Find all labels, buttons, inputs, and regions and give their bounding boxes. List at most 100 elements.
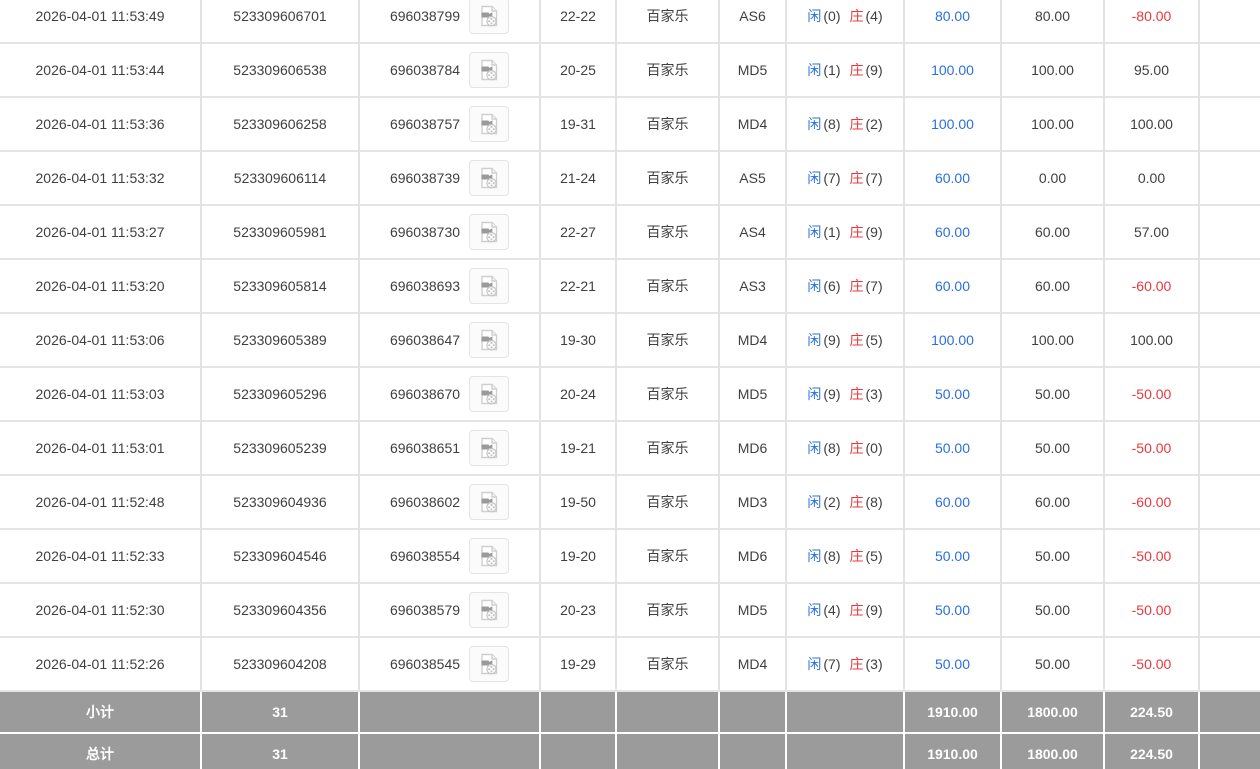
bet-time-cell: 2026-04-01 11:53:03 xyxy=(0,368,202,420)
valid-amount-cell: 0.00 xyxy=(1002,152,1105,204)
video-replay-button[interactable] xyxy=(469,160,510,196)
summary-empty-cell xyxy=(360,692,541,732)
win-loss-cell: 100.00 xyxy=(1105,98,1200,150)
table-row: 2026-04-01 11:52:26 523309604208 6960385… xyxy=(0,638,1260,692)
empty-cell xyxy=(1200,0,1260,42)
bet-time-cell: 2026-04-01 11:53:01 xyxy=(0,422,202,474)
table-row: 2026-04-01 11:53:32 523309606114 6960387… xyxy=(0,152,1260,206)
round-number: 696038579 xyxy=(389,602,461,618)
round-number-cell: 696038579 xyxy=(360,584,541,636)
player-points: (9) xyxy=(823,332,841,348)
game-type-cell: 百家乐 xyxy=(617,206,720,258)
banker-label: 庄 xyxy=(849,332,864,348)
bet-amount-link[interactable]: 100.00 xyxy=(905,98,1002,150)
table-row: 2026-04-01 11:53:36 523309606258 6960387… xyxy=(0,98,1260,152)
banker-label: 庄 xyxy=(849,656,864,672)
video-file-icon xyxy=(476,489,502,515)
bet-amount-link[interactable]: 60.00 xyxy=(905,260,1002,312)
banker-label: 庄 xyxy=(849,548,864,564)
video-replay-button[interactable] xyxy=(469,592,510,628)
summary-empty-cell xyxy=(360,734,541,769)
summary-label-cell: 小计 xyxy=(0,692,202,732)
round-number: 696038545 xyxy=(389,656,461,672)
video-replay-button[interactable] xyxy=(469,268,510,304)
round-number-cell: 696038545 xyxy=(360,638,541,690)
video-replay-button[interactable] xyxy=(469,214,510,250)
round-number: 696038647 xyxy=(389,332,461,348)
empty-cell xyxy=(1200,638,1260,690)
video-replay-button[interactable] xyxy=(469,0,510,34)
game-result-cell: 闲 (1) 庄 (9) xyxy=(787,44,905,96)
summary-row: 小计 31 1910.00 1800.00 224.50 xyxy=(0,692,1260,734)
game-type-cell: 百家乐 xyxy=(617,98,720,150)
video-file-icon xyxy=(476,57,502,83)
round-number: 696038651 xyxy=(389,440,461,456)
summary-bet-total-cell: 1910.00 xyxy=(905,734,1002,769)
table-row: 2026-04-01 11:53:49 523309606701 6960387… xyxy=(0,0,1260,44)
empty-cell xyxy=(1200,368,1260,420)
player-points: (8) xyxy=(823,116,841,132)
summary-empty-cell xyxy=(787,692,905,732)
player-points: (7) xyxy=(823,656,841,672)
player-points: (8) xyxy=(823,548,841,564)
bet-number-cell: 523309606114 xyxy=(202,152,360,204)
summary-count-cell: 31 xyxy=(202,692,360,732)
bet-amount-link[interactable]: 80.00 xyxy=(905,0,1002,42)
summary-empty-cell xyxy=(720,734,787,769)
bet-amount-link[interactable]: 50.00 xyxy=(905,638,1002,690)
game-type-cell: 百家乐 xyxy=(617,0,720,42)
video-replay-button[interactable] xyxy=(469,430,510,466)
bet-number-cell: 523309604936 xyxy=(202,476,360,528)
game-type-cell: 百家乐 xyxy=(617,638,720,690)
bet-amount-link[interactable]: 100.00 xyxy=(905,44,1002,96)
player-points: (1) xyxy=(823,224,841,240)
score-cell: 19-20 xyxy=(541,530,617,582)
video-replay-button[interactable] xyxy=(469,376,510,412)
video-replay-button[interactable] xyxy=(469,538,510,574)
round-number: 696038739 xyxy=(389,170,461,186)
bet-number-cell: 523309606538 xyxy=(202,44,360,96)
bet-number-cell: 523309605296 xyxy=(202,368,360,420)
bet-amount-link[interactable]: 50.00 xyxy=(905,530,1002,582)
bet-amount-link[interactable]: 50.00 xyxy=(905,422,1002,474)
player-label: 闲 xyxy=(807,602,822,618)
video-replay-button[interactable] xyxy=(469,484,510,520)
score-cell: 22-21 xyxy=(541,260,617,312)
banker-label: 庄 xyxy=(849,8,864,24)
round-number: 696038757 xyxy=(389,116,461,132)
valid-amount-cell: 100.00 xyxy=(1002,44,1105,96)
banker-points: (3) xyxy=(865,386,883,402)
bet-amount-link[interactable]: 50.00 xyxy=(905,368,1002,420)
score-cell: 22-22 xyxy=(541,0,617,42)
table-body: 2026-04-01 11:53:49 523309606701 6960387… xyxy=(0,0,1260,692)
bet-time-cell: 2026-04-01 11:52:26 xyxy=(0,638,202,690)
bet-amount-link[interactable]: 60.00 xyxy=(905,476,1002,528)
score-cell: 19-31 xyxy=(541,98,617,150)
bet-amount-link[interactable]: 100.00 xyxy=(905,314,1002,366)
banker-label: 庄 xyxy=(849,602,864,618)
player-label: 闲 xyxy=(807,494,822,510)
valid-amount-cell: 100.00 xyxy=(1002,314,1105,366)
win-loss-cell: -50.00 xyxy=(1105,530,1200,582)
summary-label-cell: 总计 xyxy=(0,734,202,769)
video-replay-button[interactable] xyxy=(469,646,510,682)
win-loss-cell: -60.00 xyxy=(1105,260,1200,312)
video-replay-button[interactable] xyxy=(469,52,510,88)
win-loss-cell: -80.00 xyxy=(1105,0,1200,42)
banker-label: 庄 xyxy=(849,494,864,510)
bet-number-cell: 523309605981 xyxy=(202,206,360,258)
video-replay-button[interactable] xyxy=(469,106,510,142)
valid-amount-cell: 60.00 xyxy=(1002,206,1105,258)
bet-amount-link[interactable]: 60.00 xyxy=(905,206,1002,258)
table-row: 2026-04-01 11:52:30 523309604356 6960385… xyxy=(0,584,1260,638)
bet-amount-link[interactable]: 60.00 xyxy=(905,152,1002,204)
empty-cell xyxy=(1200,152,1260,204)
video-replay-button[interactable] xyxy=(469,322,510,358)
round-number: 696038670 xyxy=(389,386,461,402)
player-points: (4) xyxy=(823,602,841,618)
round-number: 696038602 xyxy=(389,494,461,510)
valid-amount-cell: 50.00 xyxy=(1002,584,1105,636)
table-row: 2026-04-01 11:53:44 523309606538 6960387… xyxy=(0,44,1260,98)
bet-amount-link[interactable]: 50.00 xyxy=(905,584,1002,636)
